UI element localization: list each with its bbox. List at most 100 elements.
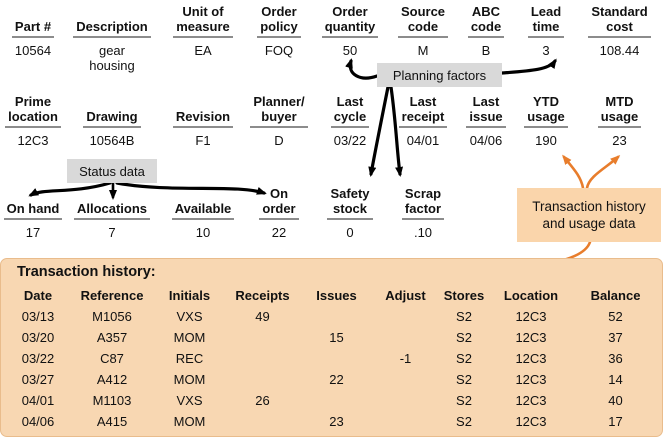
field-value: gear housing [89, 43, 135, 73]
field-label: Lead time [527, 4, 565, 38]
field-last-receipt: Last receipt 04/01 [390, 94, 456, 148]
field-label: Prime location [5, 94, 61, 128]
tx-row: 03/13 M1056 VXS 49 S2 12C3 52 [1, 306, 663, 327]
field-label: Standard cost [588, 4, 651, 38]
field-value: 22 [271, 225, 287, 240]
field-value: 12C3 [17, 133, 49, 148]
field-label: Last receipt [398, 94, 448, 128]
transaction-history-table: Date Reference Initials Receipts Issues Adjus… [1, 285, 663, 432]
tx-cell: 04/06 [21, 414, 55, 429]
tx-cell: 03/20 [21, 330, 55, 345]
arrow-usage-to-mtd [585, 154, 621, 190]
field-source-code: Source code M [390, 4, 456, 73]
status-data-callout: Status data [67, 159, 157, 183]
tx-cell: MOM [173, 414, 206, 429]
tx-cell: M1103 [92, 393, 132, 408]
field-label: Order quantity [321, 4, 379, 38]
tx-header-cell-receipts: Receipts [235, 288, 290, 303]
tx-cell: S2 [456, 414, 472, 429]
field-label: Scrap factor [401, 186, 445, 220]
field-last-cycle: Last cycle 03/22 [310, 94, 390, 148]
tx-header-cell-balance: Balance [590, 288, 641, 303]
field-label: ABC code [467, 4, 505, 38]
field-order-policy: Order policy FOQ [248, 4, 310, 73]
field-label: On hand [3, 201, 63, 220]
tx-row: 03/20 A357 MOM 15 S2 12C3 37 [1, 327, 663, 348]
tx-cell: A357 [96, 330, 128, 345]
tx-cell: C87 [100, 351, 124, 366]
tx-cell: MOM [173, 372, 206, 387]
record-row-status-fields: On hand 17 Allocations 7 Available 10 On… [0, 186, 663, 240]
tx-cell: 12C3 [515, 393, 547, 408]
field-label: Source code [397, 4, 449, 38]
field-label: Revision [172, 109, 234, 128]
arrow-usage-to-ytd [562, 154, 585, 190]
field-value: F1 [195, 133, 211, 148]
field-label: Order policy [257, 4, 301, 38]
tx-cell: S2 [456, 372, 472, 387]
field-part: Part # 10564 [0, 6, 66, 73]
record-row-planning-fields: Part # 10564 Description gear housing Un… [0, 4, 663, 73]
field-value: 10564 [14, 43, 52, 58]
field-value: 3 [542, 43, 550, 58]
field-value: 23 [612, 133, 627, 148]
tx-cell: 17 [608, 414, 623, 429]
field-scrap-factor: Scrap factor .10 [390, 186, 456, 240]
field-mtd-usage: MTD usage 23 [576, 94, 663, 148]
field-planner-buyer: Planner/ buyer D [248, 94, 310, 148]
tx-cell: 14 [608, 372, 623, 387]
field-value: 04/01 [406, 133, 440, 148]
tx-cell: 26 [255, 393, 270, 408]
tx-cell: 03/22 [21, 351, 55, 366]
field-value: 108.44 [599, 43, 640, 58]
tx-cell: 37 [608, 330, 623, 345]
tx-row: 04/01 M1103 VXS 26 S2 12C3 40 [1, 390, 663, 411]
field-value: .10 [413, 225, 433, 240]
tx-cell: 36 [608, 351, 623, 366]
field-ytd-usage: YTD usage 190 [516, 94, 576, 148]
tx-cell: 49 [255, 309, 270, 324]
field-revision: Revision F1 [158, 96, 248, 148]
field-value: 04/06 [469, 133, 503, 148]
field-value: 10 [195, 225, 211, 240]
field-on-order: On order 22 [248, 186, 310, 240]
planning-factors-callout: Planning factors [377, 63, 502, 87]
tx-header-row: Date Reference Initials Receipts Issues Adjus… [1, 285, 663, 306]
field-value: 0 [346, 225, 354, 240]
field-on-hand: On hand 17 [0, 188, 66, 240]
field-label: Part # [11, 19, 55, 38]
field-value: 50 [342, 43, 358, 58]
field-label: Description [73, 19, 151, 38]
tx-cell: S2 [456, 351, 472, 366]
transaction-history-title: Transaction history: [17, 264, 156, 280]
field-value: 190 [535, 133, 557, 148]
tx-cell: M1056 [92, 309, 132, 324]
tx-cell: 12C3 [515, 414, 547, 429]
field-value: D [274, 133, 284, 148]
tx-header-cell-location: Location [503, 288, 559, 303]
record-row-location-fields: Prime location 12C3 Drawing 10564B Revis… [0, 94, 663, 148]
field-label: Last issue [466, 94, 506, 128]
tx-cell: A415 [96, 414, 128, 429]
field-value: B [481, 43, 491, 58]
field-safety-stock: Safety stock 0 [310, 186, 390, 240]
tx-row: 03/22 C87 REC -1 S2 12C3 36 [1, 348, 663, 369]
tx-cell: 22 [329, 372, 344, 387]
tx-cell: -1 [399, 351, 412, 366]
tx-header-cell-issues: Issues [316, 288, 357, 303]
field-drawing: Drawing 10564B [66, 96, 158, 148]
field-value: EA [194, 43, 212, 58]
field-label: YTD usage [524, 94, 568, 128]
tx-cell: VXS [176, 309, 203, 324]
tx-cell: 03/13 [21, 309, 55, 324]
tx-cell: 04/01 [21, 393, 55, 408]
field-last-issue: Last issue 04/06 [456, 94, 516, 148]
tx-row: 04/06 A415 MOM 23 S2 12C3 17 [1, 411, 663, 432]
field-label: Planner/ buyer [250, 94, 308, 128]
tx-row: 03/27 A412 MOM 22 S2 12C3 14 [1, 369, 663, 390]
field-value: M [417, 43, 429, 58]
field-label: On order [259, 186, 299, 220]
tx-cell: VXS [176, 393, 203, 408]
transaction-history-panel: Transaction history: Date Reference Initia… [0, 258, 663, 437]
